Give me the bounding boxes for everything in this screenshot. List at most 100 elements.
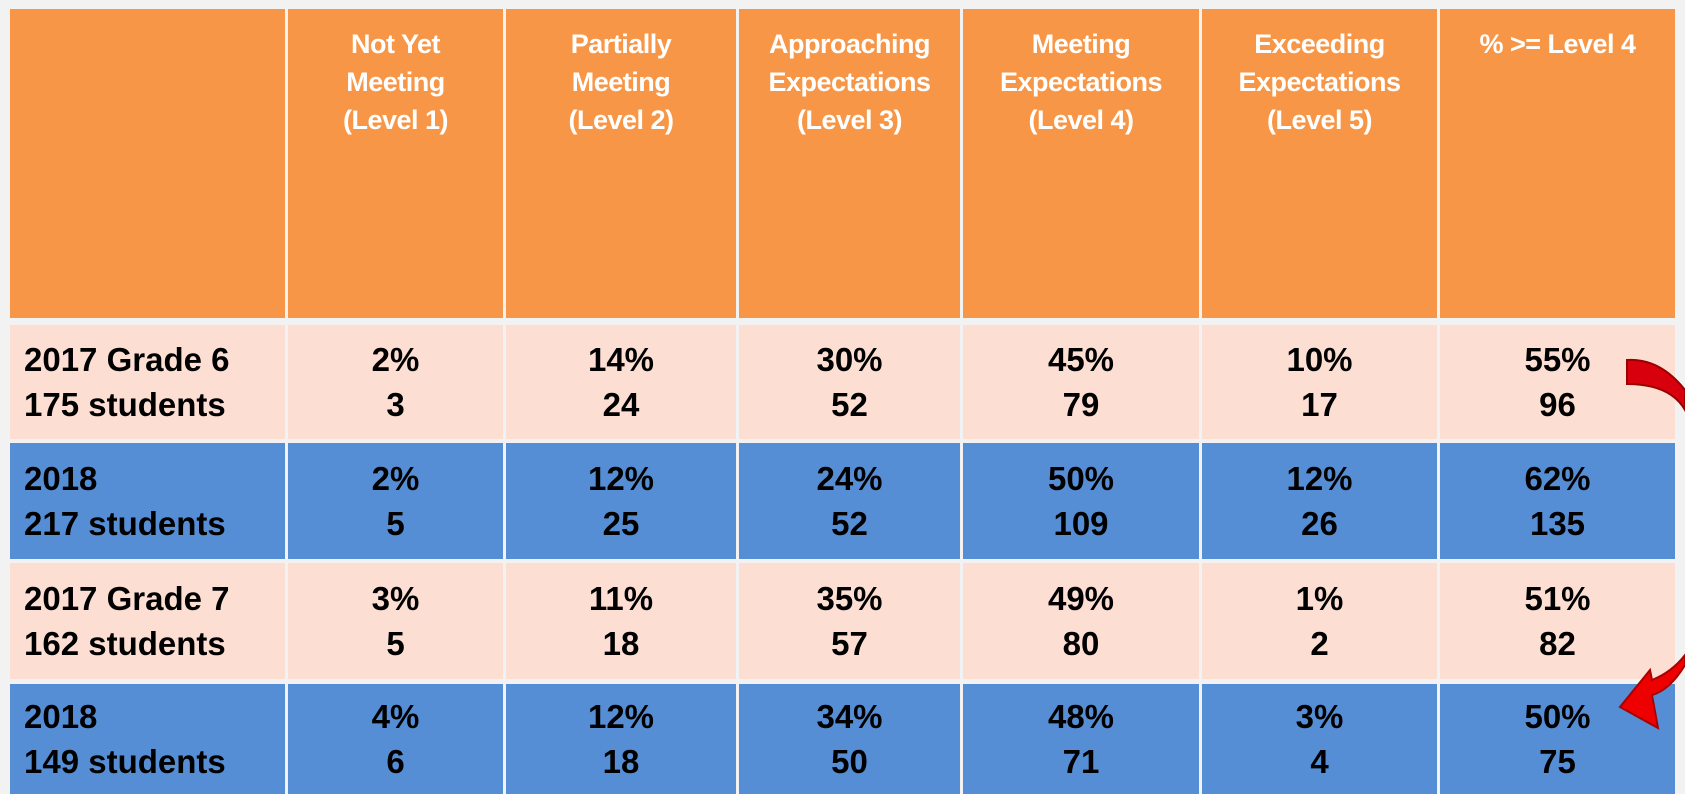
cell-text: 57 (831, 625, 868, 662)
data-cell: 50% 75 (1440, 684, 1675, 794)
cell-text: Partially (570, 29, 672, 59)
cell-text: 80 (1062, 625, 1100, 662)
cell-text: Meeting (1031, 29, 1131, 59)
data-cell: 2% 5 (288, 443, 503, 559)
data-cell: 12% 25 (506, 443, 736, 559)
cell-text: 12% (587, 698, 655, 735)
data-cell: 24% 52 (739, 443, 960, 559)
data-cell: 3% 4 (1202, 684, 1437, 794)
cell-text: 2% (371, 341, 420, 378)
cell-text: 82 (1539, 625, 1576, 662)
cell-text: 2% (371, 460, 420, 497)
cell-text: (Level 5) (1266, 105, 1373, 135)
cell-text: 10% (1286, 341, 1353, 378)
cell-text: (Level 3) (796, 105, 903, 135)
data-cell: 30% 52 (739, 325, 960, 439)
cell-text: 5 (386, 625, 405, 662)
data-cell: 48% 71 (963, 684, 1199, 794)
row-label: 2018 149 students (10, 684, 285, 794)
cell-text: 2 (1310, 625, 1329, 662)
cell-text: (Level 4) (1028, 105, 1134, 135)
cell-text: 52 (831, 386, 868, 423)
cell-text: 175 students (24, 386, 226, 423)
cell-text: 2017 Grade 6 (24, 341, 230, 378)
cell-text: 25 (602, 505, 640, 542)
cell-text: 24 (602, 386, 640, 423)
data-cell: 55% 96 (1440, 325, 1675, 439)
cell-text: Expectations (768, 67, 931, 97)
header-cell: Meeting Expectations (Level 4) (963, 9, 1199, 318)
cell-text: 217 students (24, 505, 226, 542)
cell-text: 6 (386, 743, 405, 780)
data-cell: 2% 3 (288, 325, 503, 439)
cell-text: 48% (1047, 698, 1115, 735)
cell-text: 1% (1295, 580, 1344, 617)
cell-text: 109 (1053, 505, 1109, 542)
cell-text: 5 (386, 505, 405, 542)
row-label: 2017 Grade 7 162 students (10, 563, 285, 679)
data-cell: 51% 82 (1440, 563, 1675, 679)
cell-text: 26 (1301, 505, 1338, 542)
data-cell: 3% 5 (288, 563, 503, 679)
cell-text: (Level 1) (342, 105, 449, 135)
cell-text: 51% (1524, 580, 1591, 617)
data-cell: 34% 50 (739, 684, 960, 794)
header-cell: % >= Level 4 (1440, 9, 1675, 318)
data-cell: 49% 80 (963, 563, 1199, 679)
cell-text: Not Yet (350, 29, 441, 59)
cell-text: 12% (1286, 460, 1353, 497)
data-cell: 10% 17 (1202, 325, 1437, 439)
cell-text: Expectations (1238, 67, 1401, 97)
cell-text: 45% (1047, 341, 1115, 378)
cell-text: 2017 Grade 7 (24, 580, 230, 617)
cell-text: 50 (831, 743, 868, 780)
cell-text: 30% (816, 341, 883, 378)
cell-text: Exceeding (1254, 29, 1385, 59)
cell-text: 34% (816, 698, 883, 735)
header-cell: Exceeding Expectations (Level 5) (1202, 9, 1437, 318)
header-cell: Not Yet Meeting (Level 1) (288, 9, 503, 318)
header-cell: Partially Meeting (Level 2) (506, 9, 736, 318)
data-cell: 45% 79 (963, 325, 1199, 439)
cell-text: 49% (1047, 580, 1115, 617)
cell-text: 75 (1539, 743, 1576, 780)
cell-text: Expectations (999, 67, 1163, 97)
cell-text: 96 (1539, 386, 1576, 423)
cell-text: 35% (816, 580, 883, 617)
cell-text: 55% (1524, 341, 1591, 378)
data-cell: 12% 18 (506, 684, 736, 794)
cell-text: 135 (1529, 505, 1586, 542)
cell-text: 12% (587, 460, 655, 497)
cell-text: 62% (1524, 460, 1591, 497)
cell-text: Meeting (346, 67, 445, 97)
cell-text: 11% (588, 580, 654, 617)
data-cell: 1% 2 (1202, 563, 1437, 679)
cell-text: % >= Level 4 (1479, 29, 1636, 59)
data-cell: 12% 26 (1202, 443, 1437, 559)
cell-text: 4% (371, 698, 420, 735)
data-cell: 11% 18 (506, 563, 736, 679)
data-cell: 35% 57 (739, 563, 960, 679)
cell-text: 79 (1062, 386, 1100, 423)
cell-text: 18 (602, 625, 640, 662)
cell-text: 3% (371, 580, 420, 617)
cell-text: 24% (816, 460, 883, 497)
row-label: 2018 217 students (10, 443, 285, 559)
cell-text: 50% (1524, 698, 1591, 735)
cell-text: 2018 (24, 698, 98, 735)
cell-text: 71 (1062, 743, 1100, 780)
data-cell: 62% 135 (1440, 443, 1675, 559)
data-cell: 50% 109 (963, 443, 1199, 559)
row-label: 2017 Grade 6 175 students (10, 325, 285, 439)
cell-text: Approaching (769, 29, 931, 59)
cell-text: 14% (587, 341, 655, 378)
cell-text: 162 students (24, 625, 226, 662)
cell-text: 50% (1047, 460, 1115, 497)
header-cell: Approaching Expectations (Level 3) (739, 9, 960, 318)
cell-text: 3% (1295, 698, 1344, 735)
cell-text: 17 (1301, 386, 1338, 423)
cell-text: 4 (1310, 743, 1329, 780)
cell-text: 18 (602, 743, 640, 780)
